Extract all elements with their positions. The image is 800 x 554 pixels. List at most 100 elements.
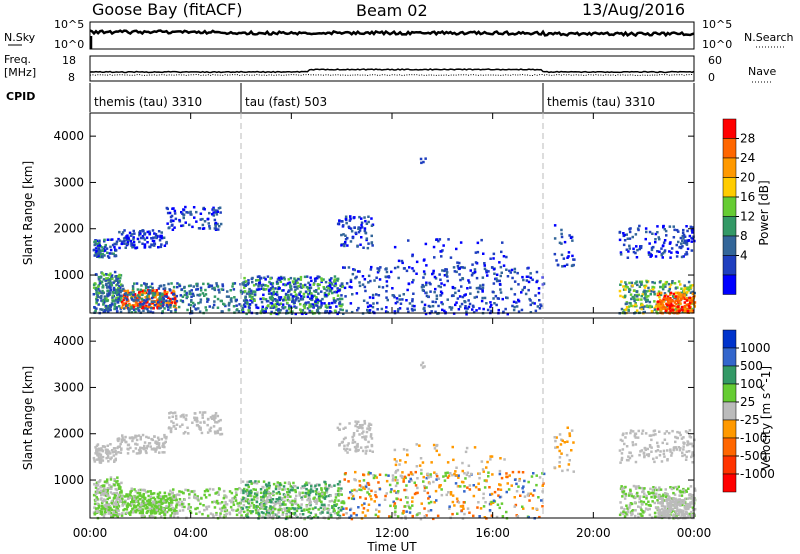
range-gate-cell [270,295,274,298]
range-gate-cell [181,503,184,506]
range-gate-cell [684,240,688,243]
range-gate-cell [520,308,524,312]
range-gate-cell [348,422,351,425]
range-gate-cell [141,488,144,492]
range-gate-cell [182,208,185,211]
range-gate-cell [496,503,500,506]
range-gate-cell [236,308,239,311]
range-gate-cell [323,496,326,499]
range-gate-cell [305,483,309,486]
range-gate-cell [242,500,245,503]
range-gate-cell [486,460,489,464]
range-gate-cell [111,299,114,303]
range-gate-cell [229,298,233,301]
range-gate-cell [342,427,345,430]
range-gate-cell [287,304,291,307]
range-gate-cell [317,495,321,499]
range-gate-cell [197,301,200,305]
range-gate-cell [505,510,508,514]
range-gate-cell [370,437,374,440]
range-gate-cell [370,224,374,227]
range-gate-cell [103,298,106,301]
range-gate-cell [144,286,148,289]
range-gate-cell [393,511,396,515]
range-gate-cell [423,486,427,490]
range-gate-cell [342,242,346,246]
range-gate-cell [96,454,99,457]
range-gate-cell [175,509,178,513]
range-gate-cell [667,301,671,305]
range-gate-cell [116,483,120,486]
range-gate-cell [463,294,466,297]
range-gate-cell [433,447,437,450]
range-gate-cell [190,295,193,298]
range-gate-cell [204,288,207,292]
range-gate-cell [103,484,106,487]
range-gate-cell [467,305,471,309]
range-gate-cell [397,490,400,493]
range-gate-cell [404,496,408,499]
range-gate-cell [119,283,123,286]
range-gate-cell [300,509,304,512]
range-gate-cell [631,295,634,299]
range-gate-cell [231,285,234,288]
range-gate-cell [537,287,541,290]
range-gate-cell [650,246,654,250]
range-gate-cell [139,305,142,308]
range-gate-cell [647,286,650,290]
range-gate-cell [169,514,173,517]
range-gate-cell [663,307,666,310]
range-gate-cell [380,307,384,311]
range-gate-cell [157,503,161,506]
range-gate-cell [320,279,324,282]
range-gate-cell [302,495,305,498]
range-gate-cell [289,276,293,280]
range-gate-cell [658,281,662,284]
range-gate-cell [245,489,249,492]
range-gate-cell [485,271,488,274]
range-gate-cell [113,302,117,306]
range-gate-cell [211,287,214,290]
range-gate-cell [329,512,332,515]
range-gate-cell [416,513,419,516]
range-gate-cell [261,506,264,509]
range-gate-cell [650,446,653,449]
range-gate-cell [203,220,207,223]
range-gate-cell [171,415,174,418]
range-gate-cell [440,292,444,295]
range-gate-cell [438,238,442,241]
range-gate-cell [206,282,210,286]
range-gate-cell [178,425,182,428]
nave-series [89,73,695,77]
range-gate-cell [420,161,423,165]
range-gate-cell [675,448,678,451]
range-gate-cell [418,464,422,467]
range-gate-cell [554,446,557,449]
range-gate-cell [160,511,164,514]
range-gate-cell [461,469,464,473]
range-gate-cell [172,515,176,518]
range-gate-cell [152,496,156,500]
range-gate-cell [207,285,211,289]
range-gate-cell [468,475,471,478]
range-gate-cell [349,302,353,305]
range-gate-cell [205,488,209,492]
range-gate-cell [229,289,232,292]
range-gate-cell [385,492,388,495]
range-gate-cell [142,501,146,504]
range-gate-cell [316,283,320,286]
range-gate-cell [100,507,103,511]
range-gate-cell [363,419,366,423]
range-gate-cell [394,301,398,305]
range-gate-cell [265,488,269,491]
range-gate-cell [127,497,130,500]
range-gate-cell [484,501,487,504]
range-gate-cell [674,299,677,302]
range-gate-cell [634,233,638,236]
range-gate-cell [435,499,438,502]
range-gate-cell [632,297,636,300]
range-gate-cell [150,501,153,505]
range-gate-cell [118,289,122,293]
range-gate-cell [277,515,281,519]
range-gate-cell [332,297,336,300]
